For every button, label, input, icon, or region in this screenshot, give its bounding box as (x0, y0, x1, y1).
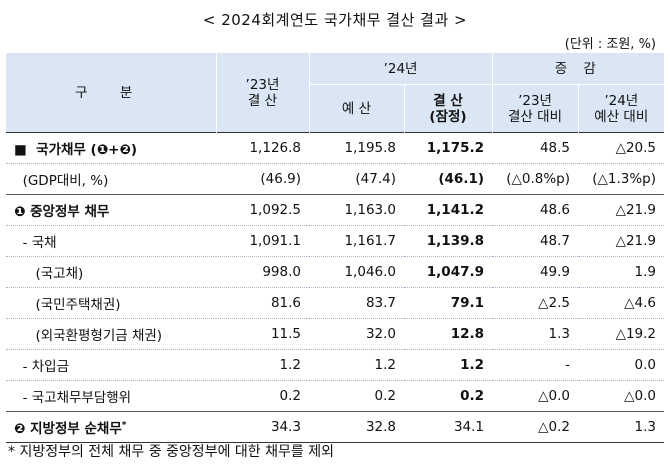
row-label: (GDP대비, %) (6, 163, 216, 195)
cell-settlement: 34.1 (404, 411, 493, 443)
header-change-vs-2024-label: 예산 대비 (594, 108, 649, 125)
table-row: (국민주택채권) 81.6 83.7 79.1 △2.5 △4.6 (6, 287, 665, 319)
row-label: ■ 국가채무 (❶+❷) (6, 132, 216, 164)
cell-budget: 0.2 (309, 380, 404, 412)
header-change-vs-2024-year: ’24년 (604, 92, 639, 109)
cell-budget: 1,195.8 (309, 132, 404, 164)
cell-change-budget: (△1.3%p) (578, 163, 665, 195)
cell-change-budget: △4.6 (578, 287, 665, 319)
cell-change-budget: △0.0 (578, 380, 665, 412)
unit-label: (단위 : 조원, %) (564, 37, 656, 52)
cell-change-2023: △0.0 (492, 380, 579, 412)
header-2023-label: 결 산 (247, 92, 278, 109)
cell-change-budget: 0.0 (578, 349, 665, 381)
cell-change-2023: (△0.8%p) (492, 163, 579, 195)
row-label: ❷ 지방정부 순채무* (6, 411, 216, 443)
cell-2023: 1,126.8 (216, 132, 309, 164)
header-2023-settlement: ’23년 결 산 (216, 53, 310, 133)
cell-change-2023: 48.5 (492, 132, 579, 164)
table-row: (외국환평형기금 채권) 11.5 32.0 12.8 1.3 △19.2 (6, 318, 665, 350)
row-label: - 국고채무부담행위 (6, 380, 216, 412)
header-2024-settlement: 결 산 (잠정) (404, 84, 493, 133)
cell-settlement: 1.2 (404, 349, 493, 381)
cell-2023: 998.0 (216, 256, 309, 288)
cell-2023: 0.2 (216, 380, 309, 412)
row-label: ❶ 중앙정부 채무 (6, 194, 216, 226)
row-label-text: ❷ 지방정부 순채무 (14, 421, 122, 437)
row-label: (국민주택채권) (6, 287, 216, 319)
row-label: (국고채) (6, 256, 216, 288)
footnote-marker: * (121, 420, 127, 431)
header-2023-year: ’23년 (245, 76, 280, 93)
cell-budget: 1,046.0 (309, 256, 404, 288)
cell-change-2023: △2.5 (492, 287, 579, 319)
table-row: ❷ 지방정부 순채무* 34.3 32.8 34.1 △0.2 1.3 (6, 411, 665, 443)
table-row: ❶ 중앙정부 채무 1,092.5 1,163.0 1,141.2 48.6 △… (6, 194, 665, 226)
cell-budget: 1.2 (309, 349, 404, 381)
row-label: (외국환평형기금 채권) (6, 318, 216, 350)
header-category: 구 분 (6, 53, 217, 133)
cell-change-budget: △20.5 (578, 132, 665, 164)
table-title: < 2024회계연도 국가채무 결산 결과 > (202, 11, 468, 29)
cell-budget: 32.8 (309, 411, 404, 443)
cell-settlement: 79.1 (404, 287, 493, 319)
table-row: - 국고채무부담행위 0.2 0.2 0.2 △0.0 △0.0 (6, 380, 665, 412)
cell-change-2023: 48.6 (492, 194, 579, 226)
header-2024-budget: 예 산 (309, 84, 405, 133)
header-2024-settlement-note: (잠정) (429, 108, 467, 125)
cell-settlement: 12.8 (404, 318, 493, 350)
cell-2023: 11.5 (216, 318, 309, 350)
table-row: (GDP대비, %) (46.9) (47.4) (46.1) (△0.8%p)… (6, 163, 665, 195)
table-row: ■ 국가채무 (❶+❷) 1,126.8 1,195.8 1,175.2 48.… (6, 132, 665, 164)
cell-2023: (46.9) (216, 163, 309, 195)
table-row: (국고채) 998.0 1,046.0 1,047.9 49.9 1.9 (6, 256, 665, 288)
cell-change-2023: - (492, 349, 579, 381)
cell-budget: 83.7 (309, 287, 404, 319)
cell-change-2023: 48.7 (492, 225, 579, 257)
row-label: - 차입금 (6, 349, 216, 381)
cell-2023: 81.6 (216, 287, 309, 319)
cell-settlement: 1,047.9 (404, 256, 493, 288)
cell-change-budget: △21.9 (578, 225, 665, 257)
header-change-vs-2024-budget: ’24년 예산 대비 (578, 84, 665, 133)
cell-change-budget: 1.3 (578, 411, 665, 443)
cell-change-budget: 1.9 (578, 256, 665, 288)
cell-budget: 32.0 (309, 318, 404, 350)
header-change-vs-2023-label: 결산 대비 (508, 108, 562, 125)
cell-settlement: 1,139.8 (404, 225, 493, 257)
cell-change-budget: △19.2 (578, 318, 665, 350)
cell-settlement: 1,141.2 (404, 194, 493, 226)
cell-settlement: 1,175.2 (404, 132, 493, 164)
header-2024: ’24년 (309, 53, 493, 85)
header-change-vs-2023-year: ’23년 (518, 92, 552, 109)
header-change: 증 감 (492, 53, 665, 85)
table-row: - 국채 1,091.1 1,161.7 1,139.8 48.7 △21.9 (6, 225, 665, 257)
cell-settlement: 0.2 (404, 380, 493, 412)
cell-2023: 34.3 (216, 411, 309, 443)
cell-budget: 1,161.7 (309, 225, 404, 257)
cell-settlement: (46.1) (404, 163, 493, 195)
cell-change-2023: △0.2 (492, 411, 579, 443)
debt-table: 구 분 ’23년 결 산 ’24년 증 감 예 산 결 산 (잠정) ’23년 … (6, 53, 665, 443)
cell-2023: 1,092.5 (216, 194, 309, 226)
cell-2023: 1.2 (216, 349, 309, 381)
cell-change-budget: △21.9 (578, 194, 665, 226)
cell-budget: 1,163.0 (309, 194, 404, 226)
footnote: * 지방정부의 전체 채무 중 중앙정부에 대한 채무를 제외 (8, 444, 334, 460)
row-label: - 국채 (6, 225, 216, 257)
cell-change-2023: 1.3 (492, 318, 579, 350)
cell-2023: 1,091.1 (216, 225, 309, 257)
cell-change-2023: 49.9 (492, 256, 579, 288)
cell-budget: (47.4) (309, 163, 404, 195)
header-2024-settlement-label: 결 산 (433, 92, 463, 109)
table-row: - 차입금 1.2 1.2 1.2 - 0.0 (6, 349, 665, 381)
header-change-vs-2023: ’23년 결산 대비 (492, 84, 579, 133)
